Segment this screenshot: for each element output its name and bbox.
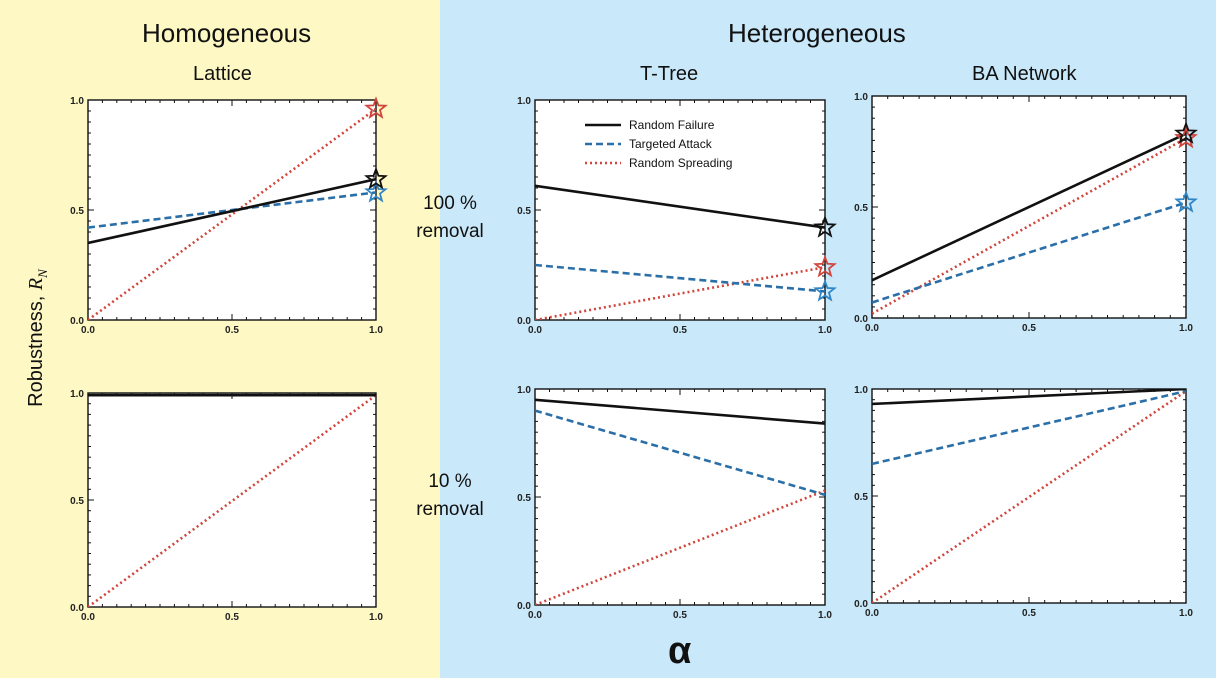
y-tick-label: 0.0 — [517, 601, 531, 612]
legend-entry: Random Spreading — [629, 156, 732, 170]
x-tick-label: 0.5 — [1022, 608, 1036, 619]
series-line-random-spreading — [535, 265, 825, 320]
group-title-homogeneous: Homogeneous — [142, 18, 312, 48]
x-tick-label: 0.0 — [81, 612, 95, 623]
y-tick-label: 0.5 — [517, 206, 531, 217]
star-marker-random-spreading — [364, 96, 388, 119]
panel-title-lattice: Lattice — [193, 63, 252, 85]
row-label-top: 100 % removal — [400, 190, 500, 246]
y-tick-label: 0.0 — [854, 314, 868, 325]
series-line-random-failure — [535, 398, 825, 425]
x-tick-label: 0.0 — [528, 325, 542, 336]
x-tick-label: 0.0 — [81, 325, 95, 336]
x-tick-label: 0.5 — [1022, 323, 1036, 334]
legend-entry: Targeted Attack — [629, 137, 713, 151]
y-tick-label: 1.0 — [854, 385, 868, 396]
series-line-targeted-attack — [535, 263, 825, 293]
y-tick-label: 0.5 — [854, 492, 868, 503]
y-tick-label: 0.5 — [70, 206, 84, 217]
plot-ba-10: 0.0 0.5 1.0 0.0 0.5 1.0 — [854, 385, 1193, 619]
x-tick-label: 0.5 — [225, 612, 239, 623]
x-tick-label: 1.0 — [1179, 608, 1193, 619]
star-marker-random-spreading — [1174, 125, 1198, 149]
x-tick-label: 0.5 — [225, 325, 239, 336]
series-line-targeted-attack — [535, 409, 825, 497]
group-title-heterogeneous: Heterogeneous — [728, 18, 906, 48]
x-tick-label: 0.0 — [865, 323, 879, 334]
x-tick-label: 0.0 — [865, 608, 879, 619]
x-tick-label: 0.5 — [673, 610, 687, 621]
x-tick-label: 1.0 — [818, 325, 832, 336]
plot-lattice-10: 0.0 0.5 1.0 0.0 0.5 1.0 — [70, 389, 383, 623]
y-tick-label: 1.0 — [854, 92, 868, 103]
x-tick-label: 0.0 — [528, 610, 542, 621]
star-marker-random-failure — [364, 166, 388, 190]
y-tick-label: 1.0 — [70, 389, 84, 400]
x-tick-label: 1.0 — [369, 325, 383, 336]
row-label-top-pct: 100 % — [423, 193, 477, 214]
star-marker-random-failure — [813, 215, 837, 238]
star-marker-targeted-attack — [1174, 189, 1198, 213]
x-tick-label: 1.0 — [818, 610, 832, 621]
star-marker-random-spreading — [813, 254, 837, 278]
x-tick-label: 0.5 — [673, 325, 687, 336]
x-axis-label: α — [668, 630, 692, 672]
panel-title-ttree: T-Tree — [640, 63, 699, 85]
star-marker-targeted-attack — [813, 278, 837, 302]
plot-ba-100: 0.0 0.5 1.0 0.0 0.5 1.0 — [854, 92, 1198, 334]
series-line-targeted-attack — [872, 389, 1186, 466]
plot-frame — [87, 392, 377, 608]
plot-ttree-10: 0.0 0.5 1.0 0.0 0.5 1.0 — [517, 385, 832, 621]
y-tick-label: 0.0 — [70, 603, 84, 614]
panel-title-ba: BA Network — [972, 63, 1077, 85]
series-line-random-failure — [872, 389, 1186, 406]
series-line-random-spreading — [872, 390, 1186, 603]
plot-frame — [871, 388, 1187, 604]
plot-frame — [534, 99, 826, 321]
y-tick-label: 1.0 — [517, 385, 531, 396]
y-tick-label: 0.5 — [854, 203, 868, 214]
y-tick-label: 0.0 — [517, 316, 531, 327]
x-tick-label: 1.0 — [369, 612, 383, 623]
y-tick-label: 0.0 — [854, 599, 868, 610]
series-line-random-failure — [88, 177, 376, 245]
y-tick-label: 0.5 — [517, 493, 531, 504]
legend: Random Failure Targeted Attack Random Spre… — [585, 118, 732, 170]
row-label-bottom: 10 % removal — [400, 468, 500, 524]
series-line-random-failure — [872, 132, 1186, 282]
x-tick-label: 1.0 — [1179, 323, 1193, 334]
legend-entry: Random Failure — [629, 118, 715, 132]
star-marker-random-failure — [1174, 121, 1198, 144]
row-label-top-word: removal — [416, 221, 484, 242]
y-tick-label: 0.5 — [70, 496, 84, 507]
y-tick-label: 1.0 — [517, 96, 531, 107]
row-label-bottom-word: removal — [416, 499, 484, 520]
plot-lattice-100: 0.0 0.5 1.0 0.0 0.5 1.0 — [70, 96, 388, 336]
series-line-random-failure — [535, 184, 825, 229]
row-label-bottom-pct: 10 % — [428, 471, 472, 492]
y-tick-label: 0.0 — [70, 316, 84, 327]
plot-ttree-100: 0.0 0.5 1.0 0.0 0.5 1.0 Random Failure Targeted… — [517, 96, 837, 336]
y-tick-label: 1.0 — [70, 96, 84, 107]
series-line-random-spreading — [535, 489, 825, 605]
plot-frame — [534, 388, 826, 606]
